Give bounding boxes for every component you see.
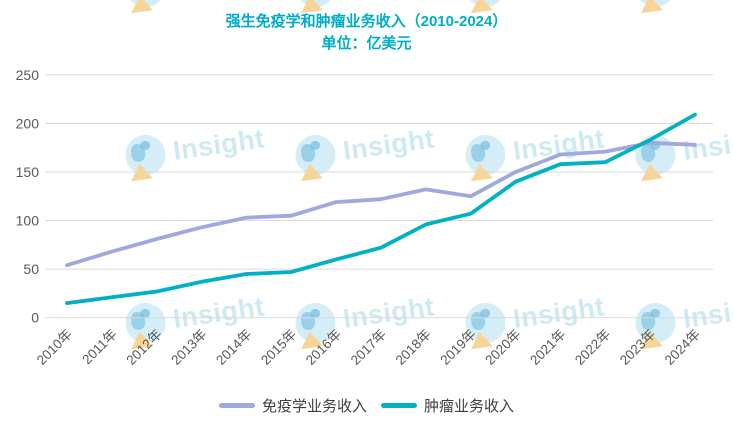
legend-item-immunology[interactable]: 免疫学业务收入 [218,395,367,416]
oncology-line-swatch [381,403,417,408]
x-axis-tick-label: 2013年 [168,327,209,368]
x-axis-tick-label: 2023年 [617,327,658,368]
legend-label-immunology: 免疫学业务收入 [261,398,367,415]
x-axis-tick-label: 2012年 [123,327,164,368]
x-axis-tick-label: 2015年 [258,327,299,368]
legend-label-oncology: 肿瘤业务收入 [424,398,515,415]
y-axis-tick-label: 50 [23,261,39,277]
y-axis-tick-label: 150 [16,164,40,180]
chart-subtitle: 单位：亿美元 [321,35,412,52]
x-axis-tick-label: 2016年 [303,327,344,368]
immunology-series-line[interactable] [65,140,697,268]
x-axis-tick-label: 2021年 [527,327,568,368]
immunology-line-swatch [218,403,255,408]
x-axis-tick-label: 2019年 [437,327,478,368]
chart-title: 强生免疫学和肿瘤业务收入（2010-2024） [225,13,508,30]
x-axis-tick-label: 2014年 [213,327,254,368]
y-axis-tick-label: 200 [16,115,40,131]
oncology-series-line[interactable] [65,112,697,306]
y-axis-tick-label: 0 [31,310,39,326]
y-axis-tick-label: 100 [16,213,40,229]
x-axis-tick-label: 2018年 [393,327,434,368]
x-axis-tick-label: 2010年 [34,327,75,368]
x-axis-tick-label: 2020年 [482,327,523,368]
legend-item-oncology[interactable]: 肿瘤业务收入 [381,395,514,416]
x-axis-tick-label: 2024年 [662,327,703,368]
x-axis-tick-label: 2011年 [79,327,120,368]
x-axis-tick-label: 2017年 [348,327,389,368]
chart-legend: 免疫学业务收入 肿瘤业务收入 [0,395,733,416]
y-axis-tick-label: 250 [16,67,40,83]
x-axis-tick-label: 2022年 [572,327,613,368]
chart-title-block: 强生免疫学和肿瘤业务收入（2010-2024） 单位：亿美元 [0,10,733,54]
